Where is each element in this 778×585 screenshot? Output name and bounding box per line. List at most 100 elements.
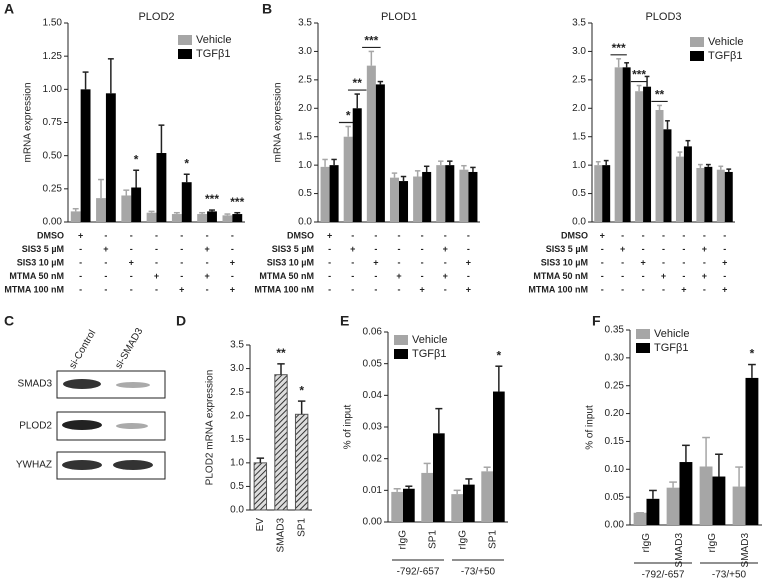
x-tick-label: rIgG xyxy=(458,530,469,550)
legend-swatch xyxy=(394,335,408,345)
legend-label: TGFβ1 xyxy=(654,342,688,354)
treatment-sign: - xyxy=(621,257,624,267)
bar xyxy=(366,65,376,223)
bar xyxy=(594,165,603,222)
band xyxy=(62,420,102,430)
legend-label: Vehicle xyxy=(412,334,447,346)
treatment-sign: - xyxy=(703,284,706,294)
legend-label: TGFβ1 xyxy=(196,48,230,60)
bar xyxy=(433,433,445,522)
treatment-sign: - xyxy=(104,230,107,240)
bar xyxy=(232,214,243,222)
y-tick-label: 2.5 xyxy=(572,74,586,85)
treatment-sign: - xyxy=(723,230,726,240)
treatment-sign: - xyxy=(206,284,209,294)
significance-label: *** xyxy=(364,34,378,48)
x-tick-label: SP1 xyxy=(296,518,307,537)
legend-label: TGFβ1 xyxy=(412,348,446,360)
treatment-sign: + xyxy=(466,284,471,294)
y-tick-label: 3.5 xyxy=(230,340,244,351)
treatment-sign: + xyxy=(443,244,448,254)
protein-label: YWHAZ xyxy=(16,460,52,471)
y-tick-label: 1.0 xyxy=(572,160,586,171)
bar xyxy=(253,462,268,511)
bar xyxy=(463,484,475,522)
treatment-sign: - xyxy=(682,271,685,281)
treatment-sign: - xyxy=(662,244,665,254)
lane-label: si-Control xyxy=(67,328,98,371)
treatment-sign: + xyxy=(702,271,707,281)
treatment-sign: + xyxy=(350,244,355,254)
significance-label: ** xyxy=(353,76,363,90)
treatment-sign: - xyxy=(130,230,133,240)
panel-label: A xyxy=(4,1,14,17)
significance-label: * xyxy=(750,347,755,361)
bar xyxy=(696,167,705,222)
treatment-sign: + xyxy=(204,271,209,281)
group-label: -792/-657 xyxy=(397,567,440,578)
treatment-sign: - xyxy=(328,271,331,281)
bar xyxy=(352,108,362,222)
x-tick-label: rIgG xyxy=(707,533,718,553)
y-tick-label: 0.01 xyxy=(363,485,383,496)
y-tick-label: 1.5 xyxy=(572,131,586,142)
y-tick-label: 0.20 xyxy=(605,408,625,419)
bar xyxy=(663,129,672,222)
bar xyxy=(712,476,726,525)
bar xyxy=(745,377,759,525)
bar xyxy=(451,494,463,522)
protein-label: SMAD3 xyxy=(18,379,53,390)
y-tick-label: 0.25 xyxy=(605,380,625,391)
treatment-sign: - xyxy=(421,244,424,254)
y-tick-label: 1.0 xyxy=(298,160,312,171)
bar xyxy=(197,214,208,222)
band xyxy=(63,379,101,389)
treatment-sign: - xyxy=(79,244,82,254)
y-axis-label: mRNA expression xyxy=(23,82,34,162)
treatment-sign: + xyxy=(204,244,209,254)
y-tick-label: 0.75 xyxy=(43,117,63,128)
treatment-sign: - xyxy=(621,284,624,294)
treatment-sign: - xyxy=(642,244,645,254)
bar xyxy=(655,109,664,222)
y-tick-label: 1.00 xyxy=(43,84,63,95)
treatment-sign: - xyxy=(374,284,377,294)
bar xyxy=(699,466,713,525)
x-tick-label: EV xyxy=(255,518,266,532)
treatment-label: SIS3 5 µM xyxy=(22,244,64,254)
legend-swatch xyxy=(394,349,408,359)
treatment-sign: - xyxy=(206,230,209,240)
treatment-sign: - xyxy=(642,230,645,240)
bar xyxy=(468,171,478,222)
treatment-sign: - xyxy=(682,244,685,254)
y-axis-label: PLOD2 mRNA expression xyxy=(205,370,216,486)
treatment-sign: - xyxy=(155,230,158,240)
legend-swatch xyxy=(636,343,650,353)
y-tick-label: 2.5 xyxy=(230,387,244,398)
treatment-sign: - xyxy=(374,271,377,281)
y-tick-label: 0.10 xyxy=(605,464,625,475)
treatment-sign: - xyxy=(328,244,331,254)
bar xyxy=(70,211,81,222)
treatment-sign: - xyxy=(328,284,331,294)
treatment-sign: + xyxy=(620,244,625,254)
treatment-sign: - xyxy=(104,271,107,281)
treatment-sign: + xyxy=(681,284,686,294)
bar xyxy=(481,471,493,522)
y-tick-label: 0.5 xyxy=(572,188,586,199)
treatment-label: SIS3 5 µM xyxy=(272,244,314,254)
treatment-sign: - xyxy=(231,244,234,254)
x-tick-label: SP1 xyxy=(488,530,499,549)
treatment-label: SIS3 5 µM xyxy=(546,244,588,254)
bar xyxy=(131,187,142,222)
protein-label: PLOD2 xyxy=(19,421,52,432)
bar xyxy=(329,165,339,222)
treatment-sign: + xyxy=(722,257,727,267)
treatment-sign: + xyxy=(396,271,401,281)
panel-label: E xyxy=(340,313,349,329)
treatment-label: MTMA 100 nM xyxy=(254,284,314,294)
y-tick-label: 0.0 xyxy=(298,217,312,228)
treatment-sign: - xyxy=(444,230,447,240)
treatment-sign: + xyxy=(327,230,332,240)
panel-label: C xyxy=(4,313,14,329)
